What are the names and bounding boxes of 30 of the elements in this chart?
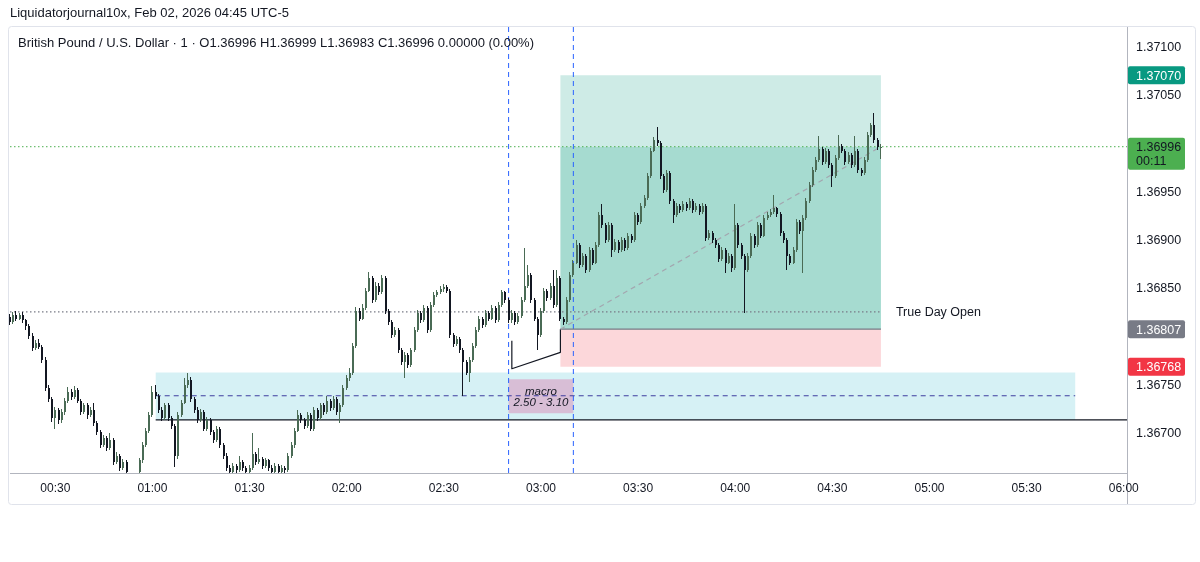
text: British Pound / U.S. Dollar · 1 · O1.36996 H1.36999 L1.36983 C1.36996 0.00000 (0.00%) [18, 34, 534, 50]
y-tick-label: 1.37050 [1136, 88, 1182, 103]
x-tick-label: 01:00 [137, 481, 168, 495]
line-series [511, 328, 562, 370]
y-tick-label: 1.36900 [1136, 232, 1182, 247]
y-tick-label: 1.36750 [1136, 377, 1182, 392]
y-tick-label: 1.37070 [1136, 68, 1182, 83]
annotation: 2.50 - 3.10 [512, 396, 570, 409]
annotation: macro [525, 384, 558, 397]
y-tick-label: 1.36700 [1136, 425, 1182, 440]
x-tick-label: 02:00 [331, 481, 363, 495]
x-tick-label: 03:00 [525, 481, 557, 495]
x-tick-label: 05:30 [1011, 481, 1042, 495]
y-tick-label: 1.36950 [1136, 184, 1182, 199]
candlestick [880, 144, 882, 159]
chart-subtitle: Liquidatorjournal10x, Feb 02, 2026 04:45 UTC-5 [10, 5, 289, 20]
x-tick-label: 03:30 [623, 481, 654, 495]
x-tick-label: 05:00 [914, 481, 945, 495]
y-tick-label: 1.36807 [1136, 322, 1182, 337]
y-tick-label: 1.36768 [1136, 360, 1182, 375]
series-label: True Day Open [895, 305, 981, 320]
y-tick-label: 1.36850 [1136, 281, 1182, 296]
x-tick-label: 01:30 [234, 481, 265, 495]
ref-line-label: 1.36996 00:11 [1136, 140, 1182, 169]
y-tick-label: 1.37100 [1136, 39, 1182, 54]
x-tick-label: 00:30 [40, 481, 71, 495]
x-tick-label: 04:00 [720, 481, 751, 495]
x-tick-label: 04:30 [817, 481, 848, 495]
x-tick-label: 06:00 [1108, 481, 1140, 495]
x-tick-label: 02:30 [428, 481, 460, 495]
